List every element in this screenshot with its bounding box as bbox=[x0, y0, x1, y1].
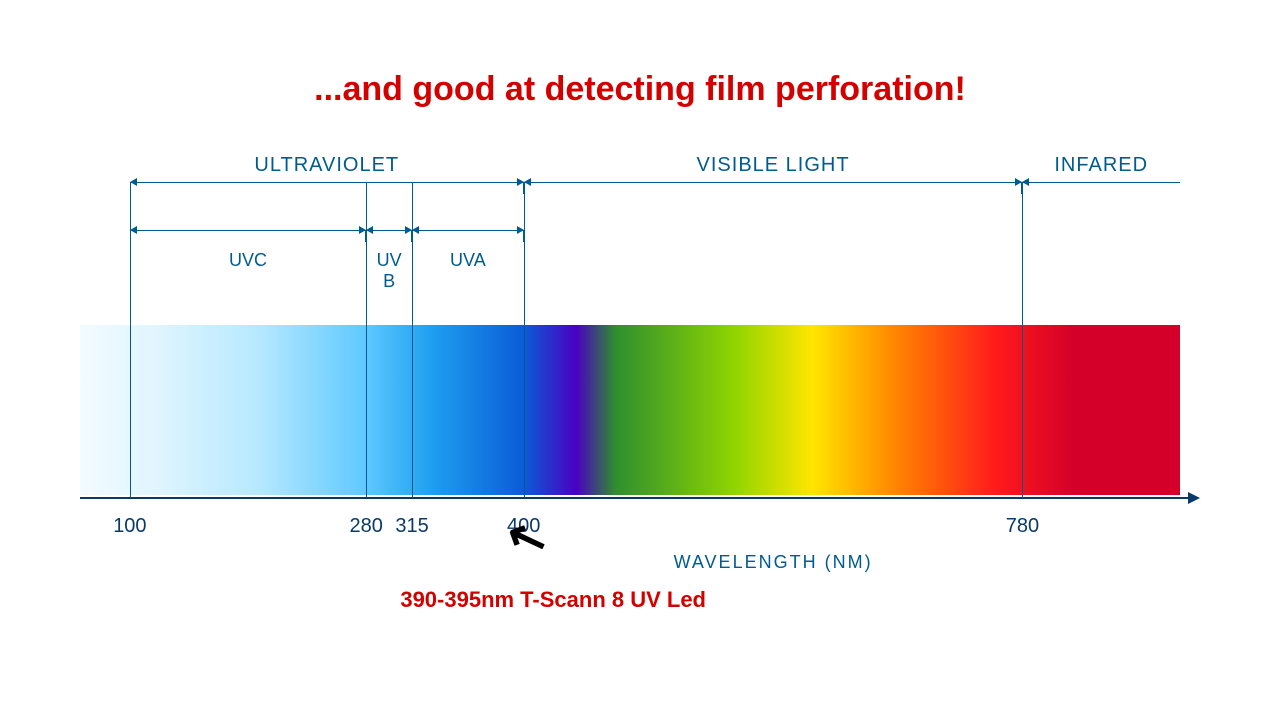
region-label: INFARED bbox=[1022, 154, 1180, 177]
subregion-bracket bbox=[130, 230, 366, 242]
pointer-arrow-icon: ↖ bbox=[500, 510, 554, 569]
tick-280: 280 bbox=[349, 515, 382, 538]
axis-title: WAVELENGTH (NM) bbox=[524, 552, 1023, 573]
subregion-label: UV B bbox=[366, 250, 412, 292]
subregion-label: UVC bbox=[130, 250, 366, 271]
tick-315: 315 bbox=[395, 515, 428, 538]
region-label: VISIBLE LIGHT bbox=[524, 154, 1023, 177]
spectrum-gradient bbox=[80, 325, 1180, 495]
region-bracket bbox=[524, 182, 1023, 194]
subregion-label: UVA bbox=[412, 250, 524, 271]
region-label: ULTRAVIOLET bbox=[130, 154, 524, 177]
tick-100: 100 bbox=[113, 515, 146, 538]
page-title: ...and good at detecting film perforatio… bbox=[0, 70, 1280, 109]
spectrum-chart: WAVELENGTH (NM) 100280315400780ULTRAVIOL… bbox=[80, 160, 1200, 640]
subregion-bracket bbox=[366, 230, 412, 242]
tick-780: 780 bbox=[1006, 515, 1039, 538]
wavelength-axis bbox=[80, 497, 1198, 499]
divider-400 bbox=[524, 182, 525, 497]
region-bracket bbox=[130, 182, 524, 194]
annotation-text: 390-395nm T-Scann 8 UV Led bbox=[373, 587, 733, 613]
title-text: ...and good at detecting film perforatio… bbox=[314, 70, 966, 108]
subregion-bracket bbox=[412, 230, 524, 242]
region-bracket bbox=[1022, 182, 1180, 194]
divider-780 bbox=[1022, 182, 1023, 497]
